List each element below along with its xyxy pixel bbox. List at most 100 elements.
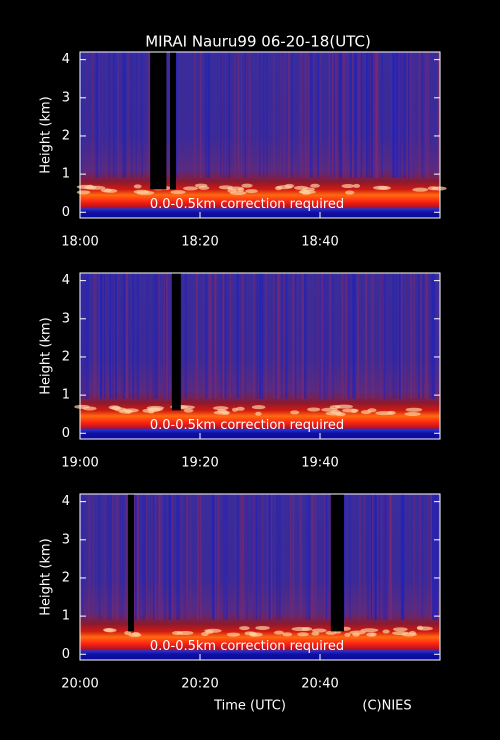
- texture: [405, 273, 408, 399]
- texture: [298, 52, 301, 178]
- texture: [428, 52, 430, 178]
- texture: [435, 494, 439, 620]
- texture: [394, 52, 396, 178]
- texture: [259, 273, 261, 399]
- texture: [422, 273, 424, 399]
- texture: [259, 273, 262, 399]
- texture: [263, 52, 265, 178]
- texture: [406, 52, 409, 178]
- texture: [217, 494, 219, 620]
- texture: [403, 52, 406, 178]
- texture: [391, 52, 393, 178]
- texture: [138, 494, 141, 620]
- texture: [431, 186, 447, 191]
- texture: [93, 273, 96, 399]
- texture: [176, 494, 179, 620]
- texture: [200, 52, 203, 178]
- texture: [246, 494, 248, 620]
- texture: [344, 52, 347, 178]
- texture: [107, 494, 110, 620]
- annotation: 0.0-0.5km correction required: [150, 418, 344, 433]
- texture: [382, 494, 385, 620]
- texture: [384, 494, 387, 620]
- texture: [256, 273, 259, 399]
- texture: [387, 410, 396, 415]
- texture: [230, 273, 233, 399]
- texture: [226, 52, 228, 178]
- texture: [335, 404, 354, 409]
- texture: [214, 494, 216, 620]
- data-gap: [170, 52, 176, 190]
- texture: [359, 494, 361, 620]
- texture: [222, 52, 225, 178]
- texture: [307, 52, 310, 178]
- texture: [137, 494, 140, 620]
- texture: [82, 406, 97, 411]
- texture: [214, 273, 217, 399]
- texture: [282, 632, 293, 637]
- texture: [171, 631, 183, 636]
- texture: [171, 494, 174, 620]
- texture: [222, 273, 225, 399]
- texture: [382, 273, 385, 399]
- texture: [128, 633, 142, 638]
- texture: [431, 273, 433, 399]
- texture: [108, 52, 111, 178]
- texture: [359, 52, 363, 178]
- texture: [382, 629, 390, 634]
- texture: [112, 52, 115, 178]
- texture: [397, 52, 400, 178]
- texture: [80, 52, 82, 178]
- texture: [425, 273, 428, 399]
- texture: [95, 52, 97, 178]
- texture: [222, 273, 225, 399]
- texture: [397, 52, 401, 178]
- texture: [277, 273, 280, 399]
- texture: [88, 494, 91, 620]
- texture: [432, 494, 435, 620]
- texture: [395, 273, 397, 399]
- x-tick-label: 20:40: [301, 677, 338, 692]
- texture: [133, 189, 150, 194]
- texture: [224, 52, 228, 178]
- texture: [353, 183, 361, 188]
- texture: [341, 408, 359, 413]
- y-tick-label: 0: [62, 647, 70, 662]
- texture: [426, 52, 429, 178]
- texture: [311, 494, 314, 620]
- texture: [331, 52, 333, 178]
- texture: [379, 273, 381, 399]
- texture: [383, 273, 386, 399]
- texture: [142, 494, 144, 620]
- texture: [153, 494, 155, 620]
- texture: [311, 631, 320, 636]
- plot-frame: [79, 272, 441, 440]
- texture: [111, 273, 113, 399]
- texture: [114, 494, 118, 620]
- texture: [242, 273, 244, 399]
- texture: [357, 52, 360, 178]
- texture: [117, 494, 120, 620]
- texture: [373, 494, 376, 620]
- texture: [136, 494, 139, 620]
- texture: [391, 52, 394, 178]
- y-tick-label: 1: [62, 167, 70, 182]
- texture: [184, 494, 187, 620]
- texture: [197, 494, 200, 620]
- texture: [366, 494, 370, 620]
- texture: [280, 273, 283, 399]
- texture: [231, 273, 233, 399]
- texture: [413, 494, 415, 620]
- texture: [382, 273, 385, 399]
- texture: [257, 52, 260, 178]
- texture: [348, 494, 351, 620]
- texture: [304, 273, 307, 399]
- texture: [350, 52, 352, 178]
- texture: [361, 410, 372, 415]
- texture: [220, 273, 222, 399]
- texture: [154, 494, 157, 620]
- texture: [386, 273, 389, 399]
- texture: [136, 494, 139, 620]
- texture: [266, 494, 269, 620]
- texture: [273, 630, 284, 635]
